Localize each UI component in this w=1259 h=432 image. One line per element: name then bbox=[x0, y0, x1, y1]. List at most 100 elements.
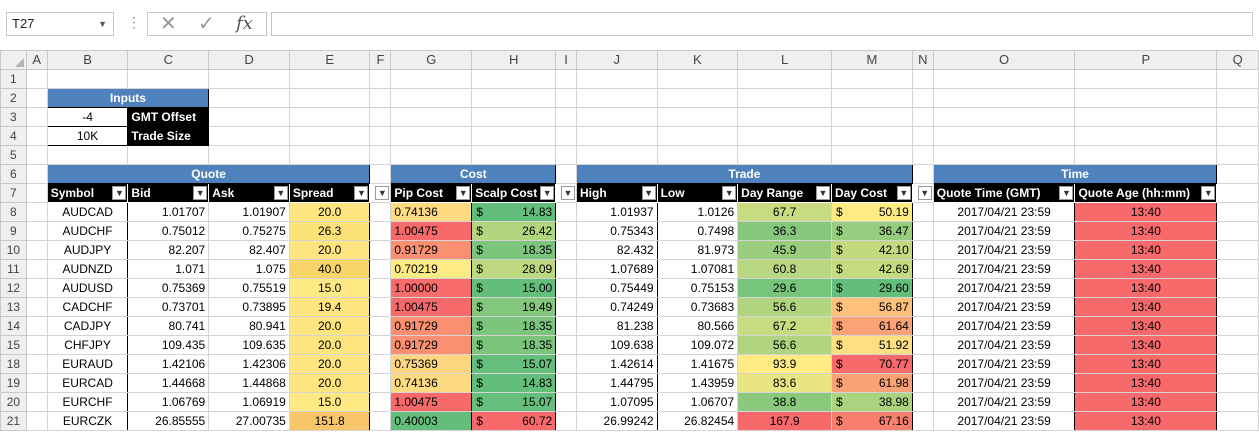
column-header-o[interactable]: O bbox=[932, 50, 1076, 70]
day-range-cell[interactable]: 67.7 bbox=[737, 202, 832, 222]
cell[interactable] bbox=[369, 88, 392, 108]
quote-time-cell[interactable]: 2017/04/21 23:59 bbox=[932, 392, 1076, 412]
header-scalp-cost[interactable]: Scalp Cost ▼ bbox=[471, 183, 557, 203]
cell[interactable] bbox=[390, 145, 473, 165]
bid-cell[interactable]: 1.01707 bbox=[127, 202, 210, 222]
cell[interactable] bbox=[25, 259, 48, 279]
column-header-l[interactable]: L bbox=[737, 50, 832, 70]
ask-cell[interactable]: 0.75275 bbox=[208, 221, 290, 241]
cell[interactable] bbox=[25, 297, 48, 317]
row-header[interactable]: 4 bbox=[0, 126, 27, 146]
cell[interactable] bbox=[830, 107, 913, 127]
check-icon[interactable]: ✓ bbox=[198, 13, 215, 35]
cell[interactable] bbox=[737, 126, 832, 146]
cell[interactable] bbox=[46, 145, 129, 165]
cell[interactable] bbox=[208, 126, 290, 146]
cell[interactable] bbox=[737, 145, 832, 165]
low-cell[interactable]: 109.072 bbox=[656, 335, 739, 355]
cell[interactable] bbox=[288, 107, 371, 127]
header-bid[interactable]: Bid ▼ bbox=[127, 183, 210, 203]
row-header[interactable]: 21 bbox=[0, 411, 27, 431]
day-cost-cell[interactable]: $38.98 bbox=[830, 392, 913, 412]
name-box[interactable]: T27 ▼ bbox=[6, 12, 114, 36]
cell[interactable] bbox=[1074, 107, 1218, 127]
group-trade[interactable]: Trade bbox=[576, 164, 913, 184]
cell[interactable] bbox=[369, 297, 392, 317]
quote-time-cell[interactable]: 2017/04/21 23:59 bbox=[932, 278, 1076, 298]
row-header[interactable]: 7 bbox=[0, 183, 27, 203]
cell[interactable] bbox=[911, 164, 934, 184]
cell[interactable] bbox=[25, 69, 48, 89]
bid-cell[interactable]: 82.207 bbox=[127, 240, 210, 260]
cell[interactable] bbox=[1074, 88, 1218, 108]
cell[interactable] bbox=[555, 145, 578, 165]
cell[interactable] bbox=[288, 69, 371, 89]
day-cost-cell[interactable]: $36.47 bbox=[830, 221, 913, 241]
cell[interactable] bbox=[555, 88, 578, 108]
cell[interactable] bbox=[471, 107, 557, 127]
cell[interactable] bbox=[369, 335, 392, 355]
cell[interactable] bbox=[911, 107, 934, 127]
cell[interactable] bbox=[555, 221, 578, 241]
cell[interactable] bbox=[1216, 392, 1259, 412]
day-range-cell[interactable]: 83.6 bbox=[737, 373, 832, 393]
cell[interactable] bbox=[656, 107, 739, 127]
row-header[interactable]: 10 bbox=[0, 240, 27, 260]
chevron-down-icon[interactable]: ▼ bbox=[98, 19, 107, 29]
cell[interactable] bbox=[555, 126, 578, 146]
inputs-title[interactable]: Inputs bbox=[46, 88, 210, 108]
pip-cost-cell[interactable]: 1.00475 bbox=[390, 297, 473, 317]
cell[interactable] bbox=[737, 88, 832, 108]
high-cell[interactable]: 1.07689 bbox=[576, 259, 658, 279]
header-high[interactable]: High ▼ bbox=[576, 183, 658, 203]
cell[interactable] bbox=[390, 107, 473, 127]
symbol-cell[interactable]: AUDCAD bbox=[46, 202, 129, 222]
cell[interactable] bbox=[555, 411, 578, 431]
cell[interactable] bbox=[208, 107, 290, 127]
fx-icon[interactable]: fx bbox=[236, 13, 253, 34]
high-cell[interactable]: 81.238 bbox=[576, 316, 658, 336]
ask-cell[interactable]: 1.01907 bbox=[208, 202, 290, 222]
quote-age-cell[interactable]: 13:40 bbox=[1074, 297, 1218, 317]
cell[interactable] bbox=[288, 145, 371, 165]
spread-cell[interactable]: 15.0 bbox=[288, 392, 371, 412]
quote-age-cell[interactable]: 13:40 bbox=[1074, 373, 1218, 393]
scalp-cost-cell[interactable]: $14.83 bbox=[471, 373, 557, 393]
cell[interactable] bbox=[1216, 145, 1259, 165]
cell[interactable] bbox=[656, 88, 739, 108]
cell[interactable] bbox=[25, 164, 48, 184]
cell[interactable] bbox=[555, 297, 578, 317]
pip-cost-cell[interactable]: 1.00475 bbox=[390, 392, 473, 412]
cell[interactable] bbox=[369, 69, 392, 89]
cell[interactable] bbox=[911, 316, 934, 336]
quote-age-cell[interactable]: 13:40 bbox=[1074, 335, 1218, 355]
filter-dropdown-icon[interactable]: ▼ bbox=[561, 186, 576, 200]
row-header[interactable]: 5 bbox=[0, 145, 27, 165]
header-day-range[interactable]: Day Range ▼ bbox=[737, 183, 832, 203]
header-ask[interactable]: Ask ▼ bbox=[208, 183, 290, 203]
column-header-c[interactable]: C bbox=[127, 50, 210, 70]
group-quote[interactable]: Quote bbox=[46, 164, 371, 184]
pip-cost-cell[interactable]: 0.74136 bbox=[390, 202, 473, 222]
cell[interactable] bbox=[369, 392, 392, 412]
quote-age-cell[interactable]: 13:40 bbox=[1074, 221, 1218, 241]
cell[interactable] bbox=[208, 69, 290, 89]
ask-cell[interactable]: 0.75519 bbox=[208, 278, 290, 298]
header-quote-time[interactable]: Quote Time (GMT) ▼ bbox=[932, 183, 1076, 203]
quote-age-cell[interactable]: 13:40 bbox=[1074, 240, 1218, 260]
cell[interactable] bbox=[555, 107, 578, 127]
cell[interactable] bbox=[1074, 126, 1218, 146]
filter-dropdown-icon[interactable]: ▼ bbox=[815, 186, 830, 200]
day-cost-cell[interactable]: $29.60 bbox=[830, 278, 913, 298]
bid-cell[interactable]: 1.071 bbox=[127, 259, 210, 279]
cell[interactable] bbox=[555, 240, 578, 260]
cell[interactable] bbox=[932, 107, 1076, 127]
low-cell[interactable]: 0.7498 bbox=[656, 221, 739, 241]
cell[interactable] bbox=[911, 221, 934, 241]
bid-cell[interactable]: 0.75369 bbox=[127, 278, 210, 298]
cell[interactable] bbox=[1216, 297, 1259, 317]
cell[interactable] bbox=[369, 354, 392, 374]
cell[interactable] bbox=[369, 221, 392, 241]
cell[interactable] bbox=[576, 145, 658, 165]
pip-cost-cell[interactable]: 0.70219 bbox=[390, 259, 473, 279]
